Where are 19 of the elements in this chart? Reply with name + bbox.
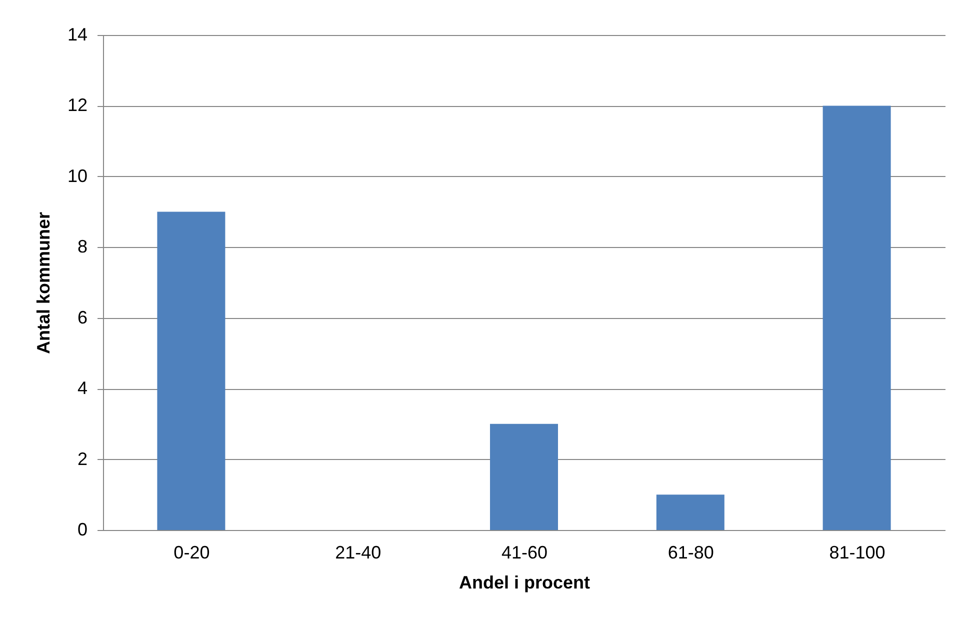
y-tick-label: 10 bbox=[67, 166, 88, 186]
y-tick-label: 8 bbox=[77, 236, 88, 257]
y-axis-title: Antal kommuner bbox=[33, 212, 54, 354]
bar bbox=[490, 424, 558, 530]
bar bbox=[157, 212, 226, 530]
y-tick-label: 6 bbox=[77, 307, 88, 328]
y-tick-label: 4 bbox=[77, 378, 88, 398]
x-tick-label: 21-40 bbox=[335, 542, 382, 562]
x-tick-label: 81-100 bbox=[829, 542, 886, 562]
bar bbox=[822, 106, 891, 530]
x-tick-label: 0-20 bbox=[174, 542, 210, 562]
y-tick-label: 12 bbox=[67, 95, 88, 116]
y-tick-label: 14 bbox=[67, 24, 88, 44]
x-axis-title: Andel i procent bbox=[458, 572, 590, 592]
bar bbox=[656, 494, 724, 530]
x-tick-label: 41-60 bbox=[501, 542, 548, 562]
x-tick-label: 61-80 bbox=[668, 542, 714, 562]
y-tick-label: 2 bbox=[77, 448, 88, 469]
y-tick-label: 0 bbox=[77, 520, 88, 540]
